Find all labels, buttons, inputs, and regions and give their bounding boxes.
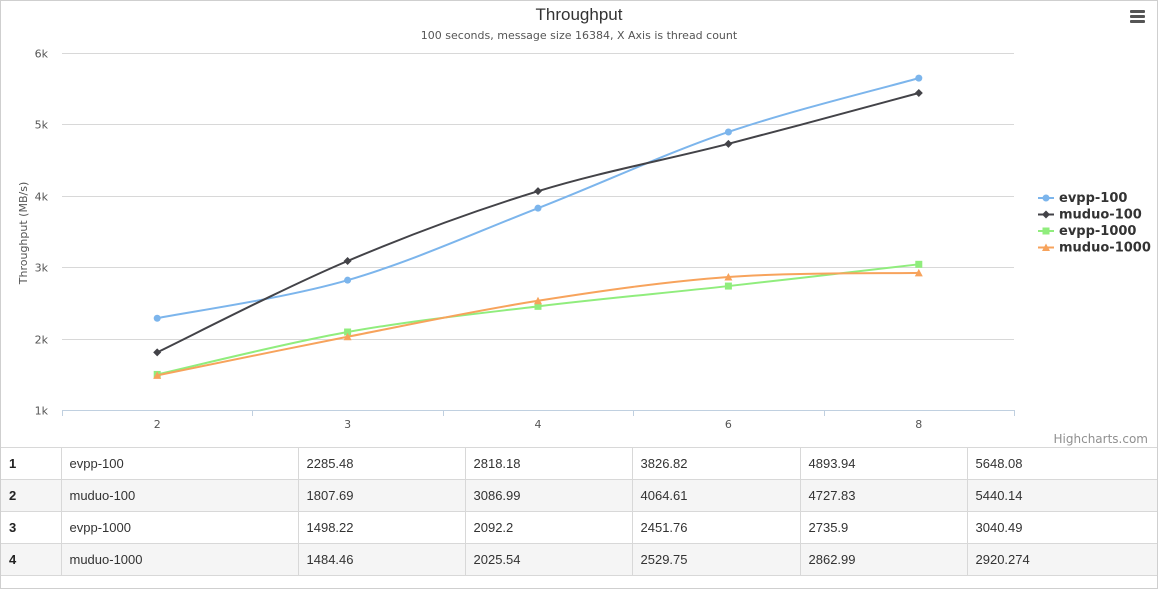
value-cell: 2451.76: [632, 511, 801, 544]
legend-label: evpp-1000: [1059, 224, 1136, 239]
table-row: 3 evpp-1000 1498.22 2092.2 2451.76 2735.9 3040…: [1, 511, 1157, 544]
legend-item-evpp-100[interactable]: evpp-100: [1038, 191, 1127, 206]
hamburger-menu-icon: [1130, 15, 1145, 18]
value-cell: 5440.14: [967, 479, 1157, 512]
data-point: [724, 139, 733, 148]
y-tick-label: 4k: [35, 191, 49, 204]
row-index-cell: 2: [1, 479, 62, 512]
data-point: [343, 256, 352, 265]
legend-marker: [1042, 194, 1050, 202]
y-tick-label: 6k: [35, 48, 49, 61]
series-line: [157, 77, 920, 320]
series-line: [156, 92, 920, 354]
line-chart: Throughput 100 seconds, message size 163…: [17, 5, 1151, 431]
value-cell: 2818.18: [465, 447, 633, 480]
data-point: [724, 128, 732, 136]
legend-marker: [1042, 227, 1050, 235]
x-tick-label: 3: [344, 418, 351, 431]
y-tick-label: 1k: [35, 405, 49, 418]
menu-button[interactable]: [1123, 5, 1151, 27]
value-cell: 3040.49: [967, 511, 1157, 544]
data-point: [153, 348, 162, 357]
data-point: [914, 88, 923, 97]
data-point: [344, 276, 352, 284]
series-muduo-1000: [153, 268, 923, 379]
row-index-cell: 4: [1, 543, 62, 576]
data-point: [153, 371, 162, 379]
value-cell: 1498.22: [298, 511, 466, 544]
series-group: [153, 74, 923, 379]
hamburger-menu-icon: [1130, 20, 1145, 23]
value-cell: 2092.2: [465, 511, 633, 544]
data-point: [153, 314, 161, 322]
value-cell: 2920.274: [967, 543, 1157, 576]
value-cell: 2285.48: [298, 447, 466, 480]
value-cell: 5648.08: [967, 447, 1157, 480]
data-point: [534, 204, 542, 212]
series-evpp-100: [153, 74, 923, 322]
data-table: 1 evpp-100 2285.48 2818.18 3826.82 4893.94 564…: [1, 447, 1157, 576]
value-cell: 2529.75: [632, 543, 801, 576]
series-name-cell: evpp-100: [61, 447, 299, 480]
y-tick-label: 5k: [35, 119, 49, 132]
series-evpp-1000: [153, 260, 923, 378]
row-index-cell: 3: [1, 511, 62, 544]
data-point: [724, 282, 732, 290]
table-row: 4 muduo-1000 1484.46 2025.54 2529.75 2862.99 2…: [1, 543, 1157, 576]
value-cell: 4064.61: [632, 479, 801, 512]
y-grid: [62, 53, 1014, 340]
legend-item-evpp-1000[interactable]: evpp-1000: [1038, 224, 1136, 239]
x-tick-label: 8: [915, 418, 922, 431]
y-axis-label: Throughput (MB/s): [17, 182, 30, 285]
data-point: [915, 260, 923, 268]
data-point: [534, 296, 542, 305]
value-cell: 2025.54: [465, 543, 633, 576]
value-cell: 3826.82: [632, 447, 801, 480]
series-name-cell: evpp-1000: [61, 511, 299, 544]
hamburger-menu-icon: [1130, 10, 1145, 13]
legend-item-muduo-1000[interactable]: muduo-1000: [1038, 241, 1151, 256]
value-cell: 3086.99: [465, 479, 633, 512]
value-cell: 4727.83: [800, 479, 968, 512]
data-point: [915, 74, 923, 82]
legend-item-muduo-100[interactable]: muduo-100: [1038, 208, 1142, 223]
value-cell: 4893.94: [800, 447, 968, 480]
value-cell: 2862.99: [800, 543, 968, 576]
data-point: [344, 328, 352, 336]
legend-label: evpp-100: [1059, 191, 1127, 206]
table-row: 2 muduo-100 1807.69 3086.99 4064.61 4727.83 54…: [1, 479, 1157, 512]
y-tick-label: 2k: [35, 334, 49, 347]
data-point: [914, 268, 923, 277]
legend-label: muduo-100: [1059, 208, 1142, 223]
value-cell: 2735.9: [800, 511, 968, 544]
series-line: [156, 263, 919, 376]
x-tick-label: 6: [725, 418, 732, 431]
legend-label: muduo-1000: [1059, 241, 1151, 256]
series-muduo-100: [153, 88, 923, 357]
series-name-cell: muduo-100: [61, 479, 299, 512]
chart-subtitle: 100 seconds, message size 16384, X Axis …: [421, 29, 738, 42]
x-tick-label: 4: [535, 418, 542, 431]
x-axis: 2 3 4 6 8: [62, 410, 1015, 431]
row-index-cell: 1: [1, 447, 62, 480]
data-point: [724, 272, 733, 281]
value-cell: 1484.46: [298, 543, 466, 576]
x-tick-label: 2: [154, 418, 161, 431]
table-row: 1 evpp-100 2285.48 2818.18 3826.82 4893.94 564…: [1, 447, 1157, 480]
data-point: [534, 302, 542, 310]
legend-marker: [1042, 210, 1050, 219]
chart-title: Throughput: [536, 5, 623, 24]
data-point: [534, 187, 542, 196]
data-point: [343, 332, 352, 341]
legend-marker: [1042, 243, 1050, 251]
value-cell: 1807.69: [298, 479, 466, 512]
y-tick-labels: 1k 2k 3k 4k 5k 6k: [35, 48, 49, 418]
y-tick-label: 3k: [35, 262, 49, 275]
credits-link[interactable]: Highcharts.com: [1053, 432, 1148, 446]
series-line: [157, 271, 919, 377]
series-name-cell: muduo-1000: [61, 543, 299, 576]
